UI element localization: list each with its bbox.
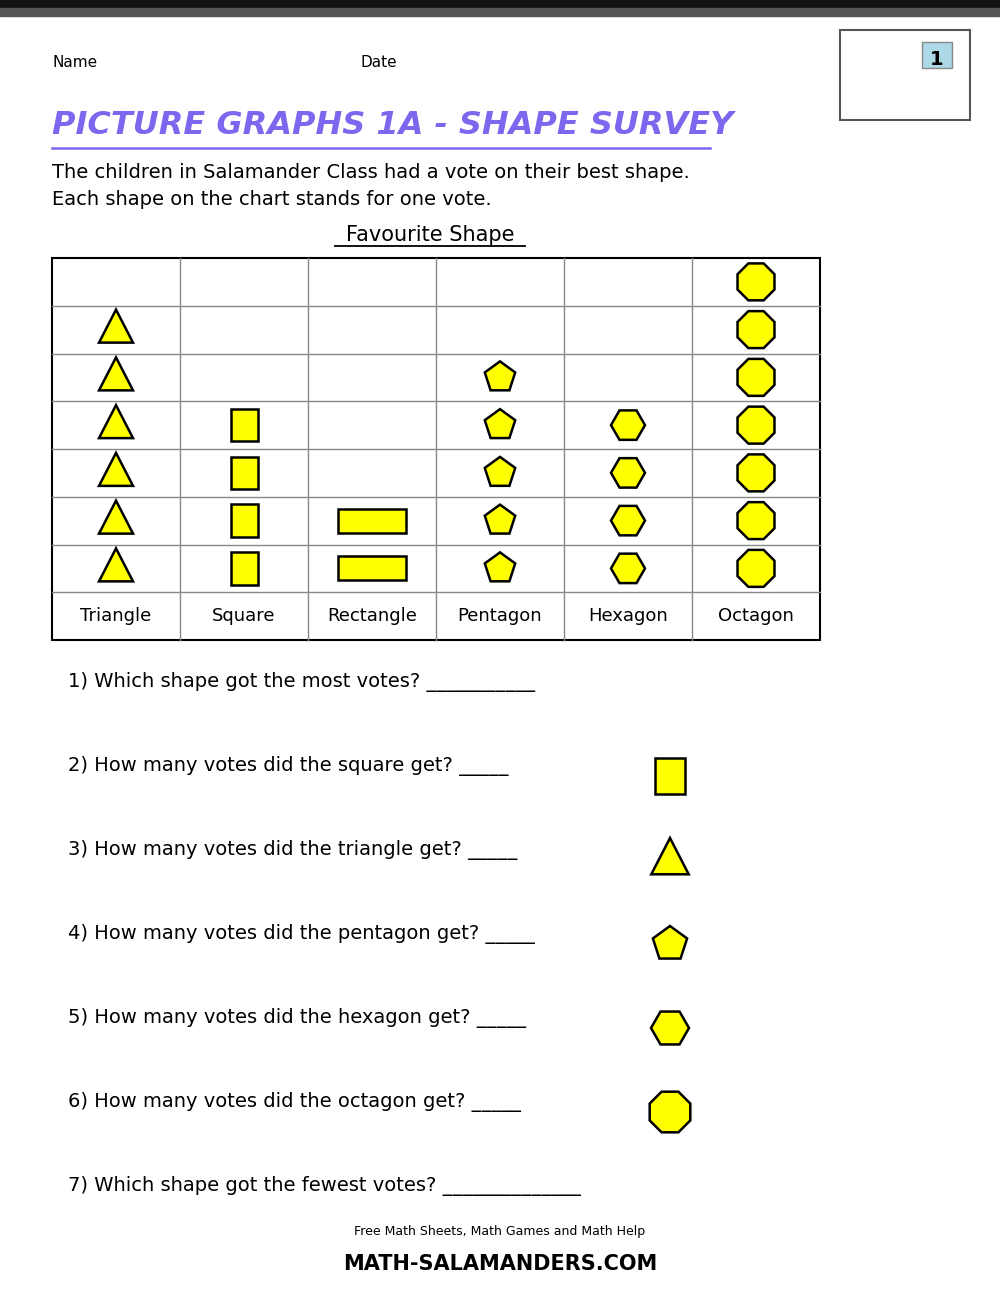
Polygon shape: [738, 454, 774, 492]
Polygon shape: [485, 409, 515, 439]
Polygon shape: [99, 405, 133, 439]
Polygon shape: [738, 311, 774, 348]
Polygon shape: [738, 358, 774, 396]
Text: Each shape on the chart stands for one vote.: Each shape on the chart stands for one v…: [52, 190, 492, 210]
Bar: [0, 0, 1000, 8]
Text: 1: 1: [930, 50, 944, 69]
Polygon shape: [611, 410, 645, 440]
Polygon shape: [99, 453, 133, 485]
Bar: [230, 505, 258, 537]
Bar: [338, 556, 406, 581]
Polygon shape: [611, 458, 645, 488]
Polygon shape: [611, 506, 645, 536]
Polygon shape: [99, 549, 133, 581]
Text: 4) How many votes did the pentagon get? _____: 4) How many votes did the pentagon get? …: [68, 924, 535, 945]
Polygon shape: [738, 550, 774, 587]
Bar: [338, 509, 406, 533]
Polygon shape: [99, 309, 133, 343]
Text: Octagon: Octagon: [718, 607, 794, 625]
Polygon shape: [485, 553, 515, 581]
Text: Rectangle: Rectangle: [327, 607, 417, 625]
Polygon shape: [738, 406, 774, 444]
Polygon shape: [651, 839, 689, 875]
Polygon shape: [653, 927, 687, 959]
Bar: [655, 758, 685, 795]
Text: Hexagon: Hexagon: [588, 607, 668, 625]
Text: 6) How many votes did the octagon get? _____: 6) How many votes did the octagon get? _…: [68, 1092, 521, 1112]
Text: MATH-SALAMANDERS.COM: MATH-SALAMANDERS.COM: [343, 1254, 657, 1275]
Text: Date: Date: [360, 56, 397, 70]
Polygon shape: [485, 361, 515, 391]
Text: Name: Name: [52, 56, 97, 70]
Polygon shape: [99, 501, 133, 533]
Bar: [840, 30, 970, 120]
Polygon shape: [738, 264, 774, 300]
Text: Favourite Shape: Favourite Shape: [346, 225, 514, 245]
Polygon shape: [650, 1092, 690, 1132]
Text: Triangle: Triangle: [80, 607, 152, 625]
Polygon shape: [485, 505, 515, 533]
Text: 2) How many votes did the square get? _____: 2) How many votes did the square get? __…: [68, 756, 509, 776]
Bar: [230, 409, 258, 441]
Text: The children in Salamander Class had a vote on their best shape.: The children in Salamander Class had a v…: [52, 163, 690, 182]
Text: PICTURE GRAPHS 1A - SHAPE SURVEY: PICTURE GRAPHS 1A - SHAPE SURVEY: [52, 110, 733, 141]
Polygon shape: [651, 1012, 689, 1044]
Polygon shape: [738, 502, 774, 540]
Bar: [52, 258, 820, 641]
Bar: [0, 8, 1000, 16]
FancyBboxPatch shape: [922, 41, 952, 69]
Polygon shape: [99, 357, 133, 391]
Bar: [230, 457, 258, 489]
Text: Free Math Sheets, Math Games and Math Help: Free Math Sheets, Math Games and Math He…: [354, 1225, 646, 1238]
Text: Pentagon: Pentagon: [458, 607, 542, 625]
Text: 5) How many votes did the hexagon get? _____: 5) How many votes did the hexagon get? _…: [68, 1008, 526, 1027]
Text: Square: Square: [212, 607, 276, 625]
Polygon shape: [485, 457, 515, 485]
Bar: [230, 553, 258, 585]
Text: 3) How many votes did the triangle get? _____: 3) How many votes did the triangle get? …: [68, 840, 517, 861]
Text: 1) Which shape got the most votes? ___________: 1) Which shape got the most votes? _____…: [68, 672, 535, 692]
Polygon shape: [611, 554, 645, 584]
Text: 7) Which shape got the fewest votes? ______________: 7) Which shape got the fewest votes? ___…: [68, 1176, 581, 1196]
